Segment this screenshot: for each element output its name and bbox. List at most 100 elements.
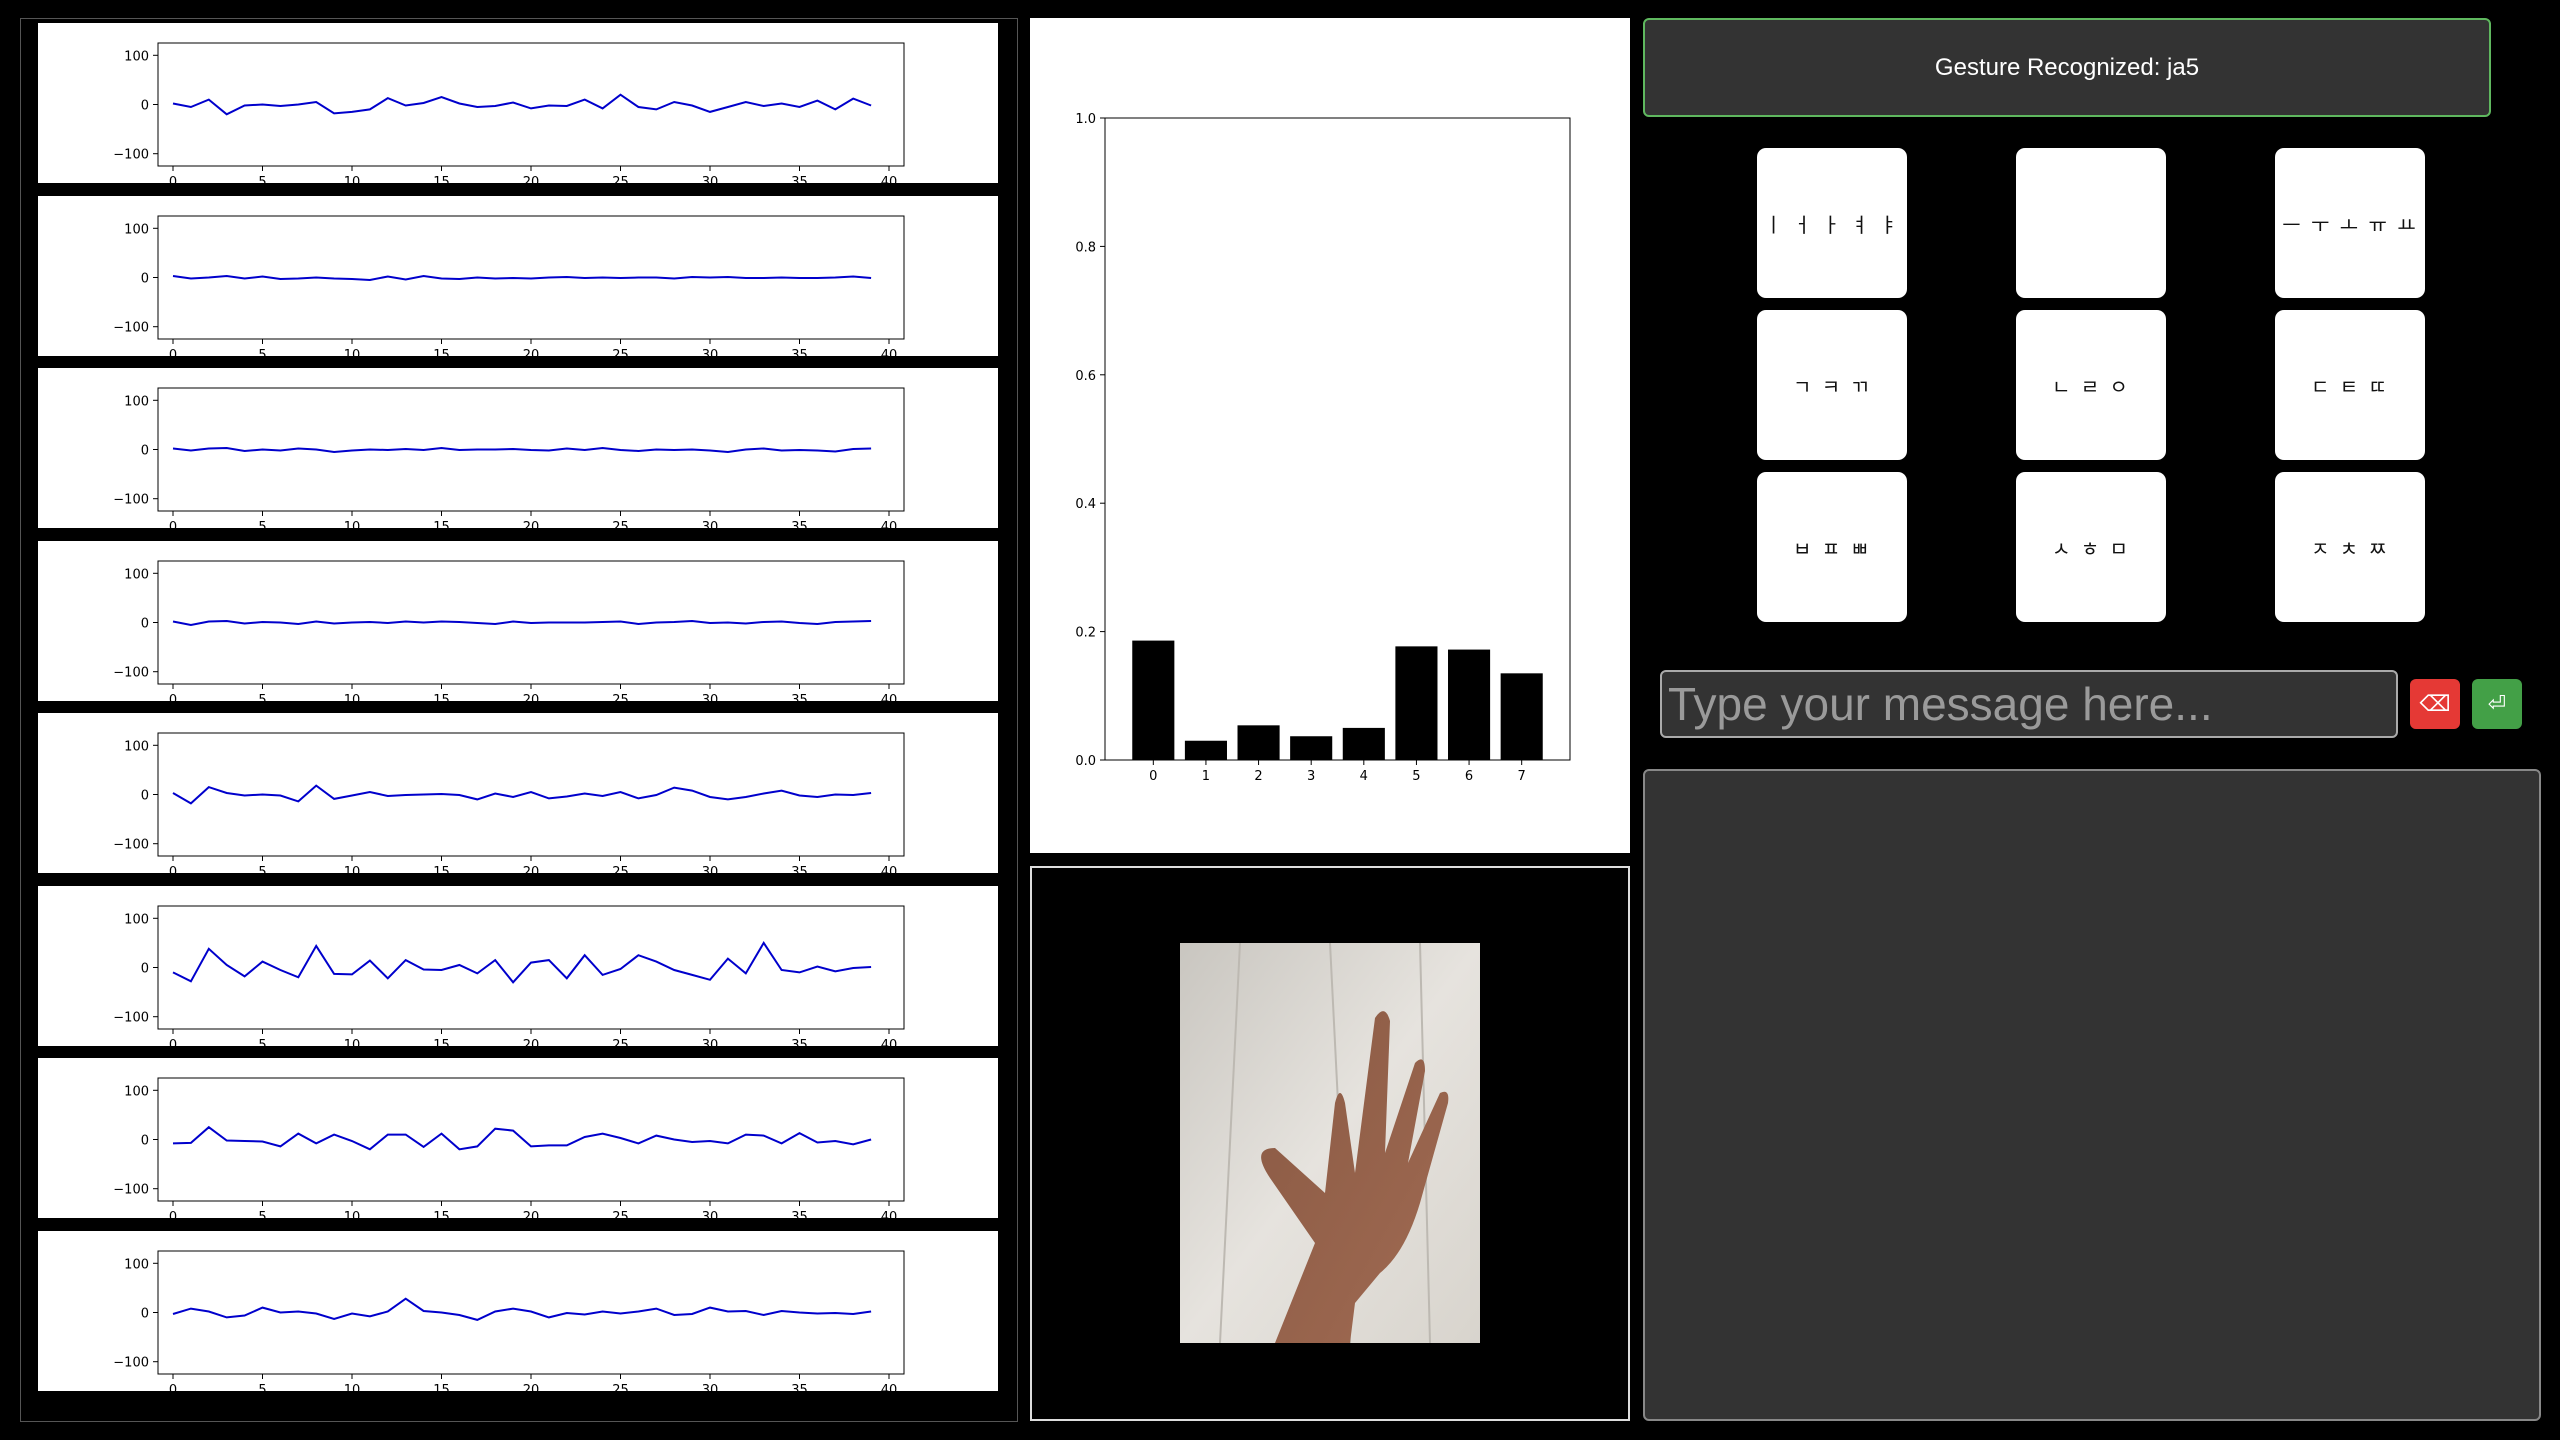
x-tick-label: 30 [702, 1210, 719, 1218]
y-tick-label: 0 [141, 99, 149, 114]
y-tick-label: −100 [113, 1010, 149, 1025]
x-tick-label: 5 [258, 520, 266, 528]
y-tick-label: 0 [141, 271, 149, 286]
bar-x-tick-label: 0 [1149, 769, 1157, 784]
gesture-recognized-banner: Gesture Recognized: ja5 [1643, 18, 2491, 117]
signal-plot-2: 1000−1000 5 10 15 20 25 30 35 40 [38, 368, 998, 528]
bar-y-tick-label: 1.0 [1075, 112, 1096, 127]
probability-bar-chart: 0.0 0.2 0.4 0.6 0.8 1.0 0 1 2 3 4 5 6 7 [1030, 18, 1630, 853]
x-tick-label: 0 [169, 1038, 177, 1046]
x-tick-label: 35 [791, 1383, 808, 1391]
x-tick-label: 15 [433, 175, 450, 183]
x-tick-label: 30 [702, 520, 719, 528]
bar-x-tick-label: 6 [1465, 769, 1473, 784]
message-input[interactable] [1660, 670, 2398, 738]
x-tick-label: 20 [523, 175, 540, 183]
x-tick-label: 20 [523, 1383, 540, 1391]
y-tick-label: −100 [113, 665, 149, 680]
x-tick-label: 25 [612, 865, 629, 873]
y-tick-label: 100 [124, 394, 149, 409]
x-tick-label: 0 [169, 348, 177, 356]
x-tick-label: 0 [169, 1383, 177, 1391]
backspace-icon: ⌫ [2419, 692, 2450, 717]
x-tick-label: 35 [791, 348, 808, 356]
x-tick-label: 10 [344, 865, 361, 873]
bar-5 [1395, 646, 1437, 760]
x-tick-label: 40 [881, 1210, 898, 1218]
plot-background [38, 713, 998, 873]
bar-axes-frame [1105, 118, 1570, 760]
x-tick-label: 40 [881, 175, 898, 183]
x-tick-label: 5 [258, 1383, 266, 1391]
signal-plot-1: 100 0 −100 0 5 10 15 20 25 30 35 40 [38, 196, 998, 356]
keyboard-key-0[interactable]: ㅣ ㅓ ㅏ ㅕ ㅑ [1757, 148, 1907, 298]
keyboard-key-1[interactable] [2016, 148, 2166, 298]
x-tick-label: 15 [433, 520, 450, 528]
keyboard-key-6[interactable]: ㅂ ㅍ ㅃ [1757, 472, 1907, 622]
x-tick-label: 40 [881, 520, 898, 528]
keyboard-key-7[interactable]: ㅅ ㅎ ㅁ [2016, 472, 2166, 622]
x-tick-label: 10 [344, 1210, 361, 1218]
bar-x-tick-label: 1 [1202, 769, 1210, 784]
y-tick-label: 100 [124, 222, 149, 237]
bar-6 [1448, 650, 1490, 760]
x-tick-label: 25 [612, 1210, 629, 1218]
y-tick-label: 0 [141, 1306, 149, 1321]
x-tick-label: 0 [169, 520, 177, 528]
y-tick-label: −100 [113, 838, 149, 853]
keyboard-key-3[interactable]: ㄱ ㅋ ㄲ [1757, 310, 1907, 460]
x-tick-label: 25 [612, 1383, 629, 1391]
x-tick-label: 15 [433, 1038, 450, 1046]
y-tick-label: 0 [141, 961, 149, 976]
signal-plots-panel: 100 0 −100 0 5 10 15 20 25 30 35 40 100 0 −100 0 5 10 15 20… [20, 18, 1018, 1422]
y-tick-label: 0 [141, 444, 149, 459]
keyboard-key-8[interactable]: ㅈ ㅊ ㅉ [2275, 472, 2425, 622]
x-tick-label: 30 [702, 175, 719, 183]
keyboard-key-5[interactable]: ㄷ ㅌ ㄸ [2275, 310, 2425, 460]
x-tick-label: 30 [702, 1038, 719, 1046]
x-tick-label: 20 [523, 865, 540, 873]
backspace-button[interactable]: ⌫ [2410, 679, 2460, 729]
x-tick-label: 20 [523, 1210, 540, 1218]
y-tick-label: 100 [124, 912, 149, 927]
enter-button[interactable]: ⏎ [2472, 679, 2522, 729]
y-tick-label: 100 [124, 739, 149, 754]
y-tick-label: −100 [113, 320, 149, 335]
x-tick-label: 5 [258, 348, 266, 356]
x-tick-label: 25 [612, 175, 629, 183]
camera-feed-panel [1030, 866, 1630, 1421]
bar-x-tick-label: 2 [1254, 769, 1262, 784]
signal-plot-4: 1000−1000 5 10 15 20 25 30 35 40 [38, 713, 998, 873]
y-tick-label: 100 [124, 49, 149, 64]
y-tick-label: 100 [124, 1257, 149, 1272]
bar-4 [1343, 728, 1385, 760]
x-tick-label: 30 [702, 1383, 719, 1391]
bar-y-tick-label: 0.6 [1075, 369, 1096, 384]
x-tick-label: 35 [791, 1210, 808, 1218]
x-tick-label: 5 [258, 1210, 266, 1218]
x-tick-label: 35 [791, 520, 808, 528]
x-tick-label: 35 [791, 1038, 808, 1046]
y-tick-label: −100 [113, 1355, 149, 1370]
signal-plot-5: 1000−1000 5 10 15 20 25 30 35 40 [38, 886, 998, 1046]
plot-background [38, 886, 998, 1046]
x-tick-label: 0 [169, 693, 177, 701]
x-tick-label: 15 [433, 348, 450, 356]
bar-y-tick-label: 0.4 [1075, 497, 1096, 512]
x-tick-label: 30 [702, 348, 719, 356]
bar-2 [1238, 725, 1280, 760]
keyboard-key-4[interactable]: ㄴ ㄹ ㅇ [2016, 310, 2166, 460]
bar-0 [1132, 641, 1174, 760]
signal-plot-6: 100 0 −100 0 5 10 15 20 25 30 35 40 [38, 1058, 998, 1218]
keyboard-key-2[interactable]: ㅡ ㅜ ㅗ ㅠ ㅛ [2275, 148, 2425, 298]
x-tick-label: 25 [612, 693, 629, 701]
y-tick-label: −100 [113, 1183, 149, 1198]
bar-1 [1185, 741, 1227, 760]
x-tick-label: 5 [258, 693, 266, 701]
x-tick-label: 35 [791, 175, 808, 183]
x-tick-label: 15 [433, 693, 450, 701]
x-tick-label: 30 [702, 865, 719, 873]
x-tick-label: 0 [169, 865, 177, 873]
enter-icon: ⏎ [2488, 692, 2506, 717]
x-tick-label: 5 [258, 1038, 266, 1046]
